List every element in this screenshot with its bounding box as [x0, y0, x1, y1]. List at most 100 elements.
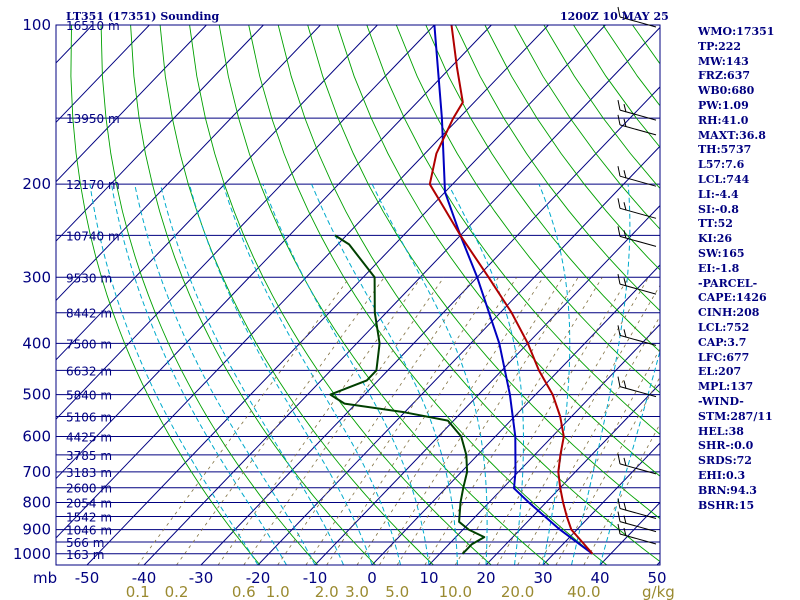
grid-lines: [56, 25, 660, 565]
dry-adiabat-line: [395, 25, 660, 394]
dry-adiabat-line: [454, 25, 660, 312]
sounding-index-item: LCL:752: [698, 320, 750, 334]
mixing-ratio-tick-label: 0.2: [165, 583, 189, 600]
mixing-ratio-line: [396, 277, 579, 565]
isotherm-line: [56, 25, 549, 539]
sounding-index-item: CINH:208: [698, 306, 760, 320]
moist-adiabat-line: [222, 184, 401, 565]
sounding-index-item: MW:143: [698, 54, 749, 68]
height-label: 9530 m: [66, 271, 112, 285]
sounding-index-item: BRN:94.3: [698, 483, 757, 497]
isotherm-line: [56, 25, 207, 183]
mixing-ratio-unit-label: g/kg: [642, 583, 675, 600]
sounding-indices-panel: WMO:17351 TP:222 MW:143 FRZ:637 WB0:680 PW:1.…: [698, 25, 798, 513]
height-label: 566 m: [66, 536, 104, 550]
height-label: 5106 m: [66, 411, 112, 425]
wind-barb: [617, 100, 657, 121]
temperature-tick-label: -20: [246, 569, 271, 587]
sounding-index-item: WB0:680: [698, 84, 755, 98]
wind-barbs: [617, 6, 657, 545]
plot-frame: [55, 24, 661, 566]
mixing-ratio-tick-label: 3.0: [345, 583, 369, 600]
dry-adiabat-line: [277, 25, 660, 563]
moist-adiabat-line: [134, 184, 316, 565]
mixing-ratio-tick-label: 20.0: [501, 583, 534, 600]
pressure-tick-label: 200: [22, 175, 51, 193]
sounding-index-item: SRDS:72: [698, 454, 752, 468]
moist-adiabat-line: [571, 184, 631, 565]
dry-adiabat-line: [425, 25, 660, 353]
temperature-tick-label: 10: [419, 569, 438, 587]
mixing-ratio-tick-label: 1.0: [266, 583, 290, 600]
mixing-ratio-line: [379, 277, 564, 565]
pressure-tick-label: 400: [22, 334, 51, 352]
isotherm-line: [86, 25, 606, 565]
isotherm-line: [56, 25, 378, 361]
height-label: 8442 m: [66, 307, 112, 321]
wind-barb: [617, 114, 657, 136]
mixing-ratio-line: [538, 348, 660, 565]
pressure-axis-label: mb: [33, 569, 57, 587]
mixing-ratio-line: [305, 277, 499, 565]
pressure-tick-label: 300: [22, 268, 51, 286]
sounding-index-item: LCL:744: [698, 172, 750, 186]
mixing-ratio-tick-label: 40.0: [567, 583, 600, 600]
sounding-index-item: WMO:17351: [698, 25, 775, 38]
mixing-ratio-line: [176, 277, 385, 565]
sounding-index-item: EHI:0.3: [698, 468, 746, 482]
isotherm-line: [257, 145, 660, 565]
dry-adiabat-line: [218, 25, 550, 565]
isotherm-line: [485, 383, 660, 565]
temperature-tick-label: 40: [590, 569, 609, 587]
sounding-index-item: SW:165: [698, 246, 745, 260]
sounding-index-item: LFC:677: [698, 350, 750, 364]
height-label: 3785 m: [66, 449, 112, 463]
mixing-ratio-line: [243, 277, 445, 565]
mixing-ratio-line: [496, 284, 660, 565]
isotherm-line: [314, 204, 660, 565]
temperature-tick-label: -10: [303, 569, 328, 587]
sounding-index-item: L57:7.6: [698, 158, 745, 172]
moist-adiabat-line: [111, 184, 287, 565]
height-label: 6632 m: [66, 364, 112, 378]
isotherm-line: [56, 25, 321, 302]
wind-barb: [617, 274, 657, 295]
chart-timestamp: 1200Z 10 MAY 25: [560, 10, 669, 23]
sounding-index-item: CAPE:1426: [698, 291, 767, 305]
isotherm-line: [56, 25, 264, 242]
mixing-ratio-tick-label: 0.6: [232, 583, 256, 600]
temperature-tick-label: 30: [533, 569, 552, 587]
sounding-index-item: KI:26: [698, 232, 733, 246]
mixing-ratio-line: [326, 277, 518, 565]
dry-adiabat-line: [336, 25, 660, 477]
sounding-index-item: EI:-1.8: [698, 261, 740, 275]
sounding-index-item: PW:1.09: [698, 98, 749, 112]
dry-adiabat-line: [484, 25, 660, 271]
sounding-index-item: FRZ:637: [698, 69, 751, 83]
pressure-tick-label: 500: [22, 386, 51, 404]
mixing-ratio-tick-label: 0.1: [126, 583, 150, 600]
wind-barb: [617, 6, 657, 28]
height-label: 12170 m: [66, 178, 120, 192]
height-label: 16510 m: [66, 19, 120, 33]
height-label: 4425 m: [66, 431, 112, 445]
dry-adiabat-line: [100, 25, 319, 565]
moist-adiabat-line: [188, 184, 373, 565]
sounding-index-item: SHR-:0.0: [698, 439, 754, 453]
isotherm-line: [143, 26, 660, 565]
moist-adiabat-line: [159, 184, 344, 565]
sounding-index-item: SI:-0.8: [698, 202, 739, 216]
dry-adiabat-line: [248, 25, 608, 565]
sounding-index-item: RH:41.0: [698, 113, 749, 127]
pressure-tick-label: 700: [22, 463, 51, 481]
moist-adiabat-line: [89, 184, 259, 565]
sounding-index-item: CAP:3.7: [698, 335, 747, 349]
temperature-tick-label: -30: [189, 569, 214, 587]
mixing-ratio-tick-label: 10.0: [439, 583, 472, 600]
wind-barb: [617, 376, 657, 398]
pressure-tick-label: 900: [22, 521, 51, 539]
wind-barb: [617, 453, 657, 475]
wind-barb: [617, 198, 657, 219]
sounding-index-item: EL:207: [698, 365, 742, 379]
moist-adiabat-line: [599, 349, 660, 565]
